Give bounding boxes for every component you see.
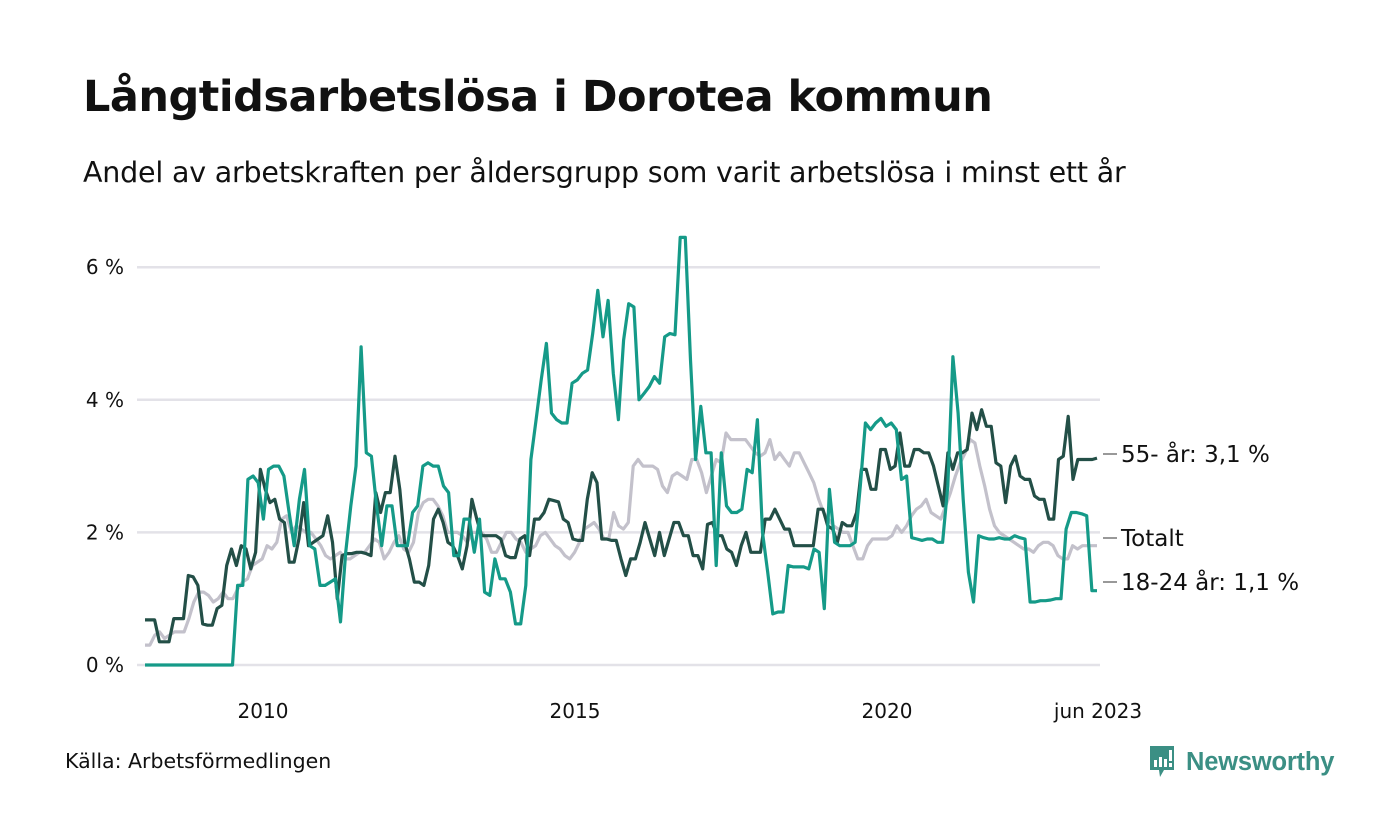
end-labels: Totalt 55- år: 3,1 % 18-24 år: 1,1 % [1103, 440, 1299, 596]
series-line-totalt [145, 431, 1097, 647]
series-line-55-r [145, 408, 1098, 644]
x-tick-label: 2020 [862, 699, 913, 723]
end-label: 55- år: 3,1 % [1121, 440, 1270, 468]
bar-chart-speech-bubble-icon [1150, 746, 1174, 777]
y-tick-label: 2 % [86, 520, 124, 544]
brand-name: Newsworthy [1186, 747, 1335, 776]
y-tick-label: 4 % [86, 388, 124, 412]
end-label: 18-24 år: 1,1 % [1121, 568, 1299, 596]
y-tick-label: 0 % [86, 653, 124, 677]
series-line-18-24-r [145, 235, 1097, 667]
y-tick-label: 6 % [86, 255, 124, 279]
x-tick-label: 2015 [550, 699, 601, 723]
end-label: Totalt [1120, 526, 1184, 552]
brand-logo[interactable]: Newsworthy [1148, 744, 1334, 780]
x-tick-label: 2010 [238, 699, 289, 723]
series-lines [145, 235, 1098, 667]
y-axis-ticks: 0 % 2 % 4 % 6 % [86, 255, 124, 677]
source-note: Källa: Arbetsförmedlingen [65, 749, 332, 773]
gridlines [137, 265, 1100, 667]
chart-title: Långtidsarbetslösa i Dorotea kommun [83, 72, 993, 122]
chart-subtitle: Andel av arbetskraften per åldersgrupp s… [83, 156, 1126, 189]
x-axis-ticks: 2010 2015 2020 jun 2023 [238, 699, 1143, 723]
x-tick-label: jun 2023 [1053, 699, 1142, 723]
